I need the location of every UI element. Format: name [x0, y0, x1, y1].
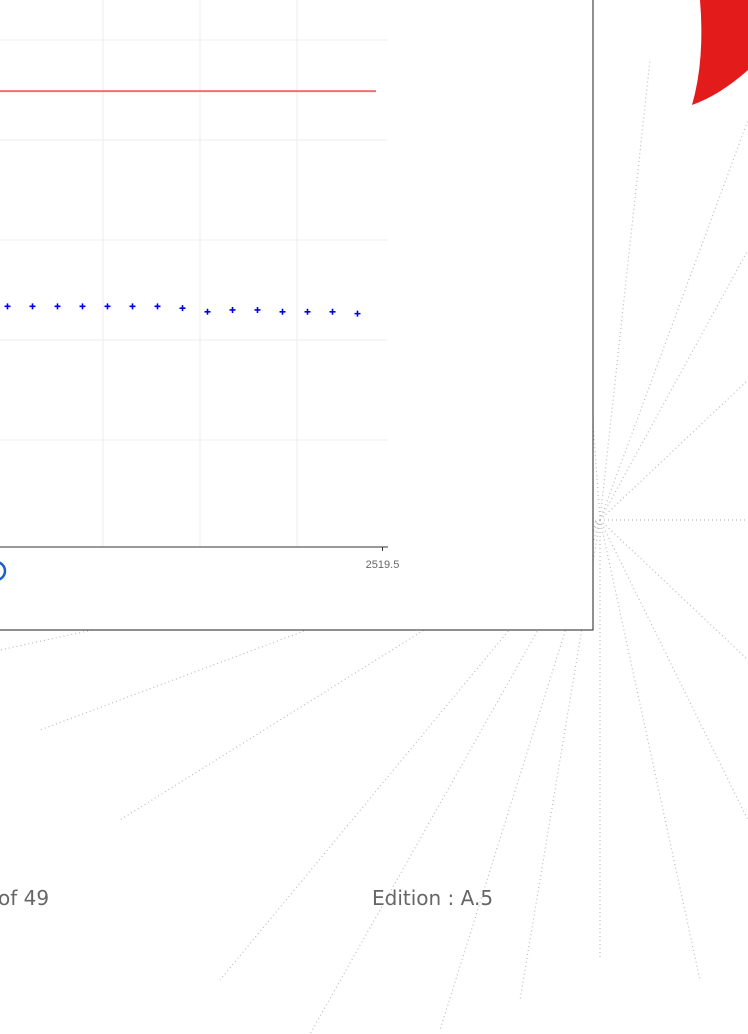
point — [304, 308, 311, 315]
legend-icon — [0, 561, 7, 581]
point — [154, 303, 161, 310]
point — [254, 306, 261, 313]
point — [279, 308, 286, 315]
stamp — [692, 0, 748, 105]
point — [129, 303, 136, 310]
page-number: of 49 — [0, 886, 49, 910]
point — [354, 310, 361, 317]
point — [329, 308, 336, 315]
point — [179, 305, 186, 312]
point — [229, 306, 236, 313]
edition: Edition : A.5 — [372, 886, 493, 910]
point — [54, 303, 61, 310]
point — [4, 303, 11, 310]
point — [29, 303, 36, 310]
point — [104, 303, 111, 310]
point — [204, 308, 211, 315]
x-tick-label: 2519.5 — [366, 559, 400, 571]
point — [79, 303, 86, 310]
